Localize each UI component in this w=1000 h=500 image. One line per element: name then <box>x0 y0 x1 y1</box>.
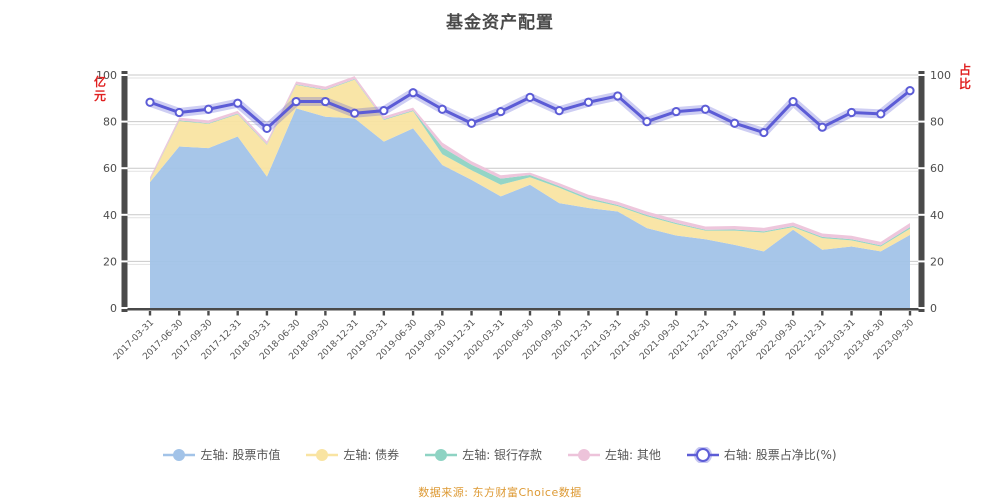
legend-marker-icon <box>163 448 196 461</box>
data-point-marker[interactable] <box>613 91 623 101</box>
data-point-marker[interactable] <box>846 107 857 118</box>
svg-text:100: 100 <box>930 69 951 82</box>
data-point-marker[interactable] <box>466 118 477 128</box>
svg-text:元: 元 <box>94 89 106 103</box>
svg-text:20: 20 <box>930 255 944 268</box>
svg-text:0: 0 <box>110 302 117 315</box>
data-point-marker[interactable] <box>525 92 535 102</box>
legend-marker-icon <box>306 448 339 461</box>
data-point-marker[interactable] <box>437 104 447 114</box>
svg-text:40: 40 <box>103 209 117 222</box>
data-point-marker[interactable] <box>554 106 564 116</box>
legend-item-label: 左轴: 股票市值 <box>200 448 281 462</box>
data-point-marker[interactable] <box>700 104 710 114</box>
data-point-marker[interactable] <box>320 96 330 107</box>
plot-area: 020406080100020406080100亿元占比2017-03-3120… <box>94 62 971 362</box>
data-point-marker[interactable] <box>379 106 389 116</box>
legend-item-label: 左轴: 其他 <box>605 448 661 462</box>
svg-text:60: 60 <box>103 162 117 175</box>
legend-marker-icon <box>425 448 458 461</box>
svg-text:80: 80 <box>930 116 944 129</box>
data-point-marker[interactable] <box>350 108 360 118</box>
svg-text:比: 比 <box>959 76 971 91</box>
watermark-source-text: 数据来源: 东方财富Choice数据 <box>418 486 582 499</box>
axis-frame <box>121 71 925 312</box>
data-point-marker[interactable] <box>730 118 740 128</box>
data-point-marker[interactable] <box>203 104 214 114</box>
data-point-marker[interactable] <box>642 117 652 127</box>
legend-item-label: 左轴: 债券 <box>343 448 400 462</box>
x-axis-labels: 2017-03-312017-06-302017-09-302017-12-31… <box>112 318 916 362</box>
legend-item-4[interactable]: 右轴: 股票占净比(%) <box>686 446 837 463</box>
line-series-markers[interactable] <box>145 86 915 138</box>
left-axis-unit-label: 亿元 <box>94 74 106 103</box>
data-point-marker[interactable] <box>817 122 827 132</box>
legend-marker-icon <box>686 446 719 463</box>
data-point-marker[interactable] <box>291 96 301 107</box>
chart-title: 基金资产配置 <box>446 13 554 33</box>
data-point-marker[interactable] <box>671 106 681 117</box>
data-point-marker[interactable] <box>905 86 915 96</box>
data-point-marker[interactable] <box>496 106 506 117</box>
svg-text:亿: 亿 <box>94 74 106 89</box>
svg-text:20: 20 <box>103 255 117 268</box>
data-point-marker[interactable] <box>759 127 769 138</box>
right-axis-unit-label: 占比 <box>959 62 971 91</box>
data-point-marker[interactable] <box>408 88 418 98</box>
data-point-marker[interactable] <box>174 107 184 118</box>
svg-text:80: 80 <box>103 116 117 129</box>
left-axis-tick-labels: 0 20 40 60 80 100 <box>96 69 117 315</box>
data-point-marker[interactable] <box>583 97 594 107</box>
stacked-areas <box>150 76 910 308</box>
data-point-marker[interactable] <box>876 109 886 119</box>
svg-text:40: 40 <box>930 209 944 222</box>
legend: 左轴: 股票市值 左轴: 债券 左轴: 银行存款 左轴: 其他 右轴: 股票占净比(%) <box>0 446 1000 463</box>
legend-item-2[interactable]: 左轴: 银行存款 <box>425 446 542 463</box>
legend-item-label: 左轴: 银行存款 <box>462 448 543 462</box>
data-point-marker[interactable] <box>788 96 798 107</box>
svg-text:60: 60 <box>930 162 944 175</box>
data-point-marker[interactable] <box>233 98 243 108</box>
legend-item-0[interactable]: 左轴: 股票市值 <box>163 446 280 463</box>
legend-item-label: 右轴: 股票占净比(%) <box>723 448 837 462</box>
svg-text:100: 100 <box>96 69 117 82</box>
svg-text:占: 占 <box>959 62 971 77</box>
data-point-marker[interactable] <box>145 97 155 107</box>
area-series-0 <box>150 108 910 308</box>
data-point-marker[interactable] <box>262 123 272 133</box>
right-axis-tick-labels: 0 20 40 60 80 100 <box>930 69 951 315</box>
x-axis-ticks <box>148 311 912 316</box>
legend-item-1[interactable]: 左轴: 债券 <box>306 446 399 463</box>
legend-marker-icon <box>568 448 601 461</box>
svg-text:0: 0 <box>930 302 937 315</box>
legend-item-3[interactable]: 左轴: 其他 <box>568 446 661 463</box>
